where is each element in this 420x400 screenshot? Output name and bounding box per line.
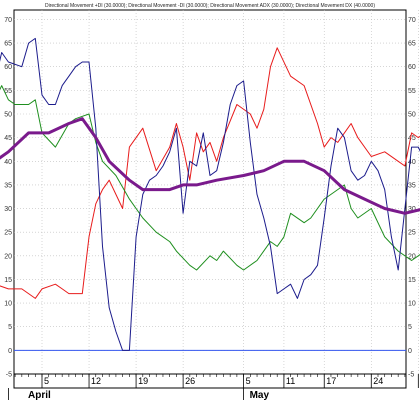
- y-tick-label-left: 15: [4, 277, 12, 284]
- y-tick-label-left: 0: [8, 348, 12, 355]
- y-tick-label-left: 40: [4, 159, 12, 166]
- y-axis-left: -5 0 5 10 15 20 25 30 35 40 45 50 55 60 65 70: [4, 17, 12, 379]
- x-tick-label: 19: [138, 376, 148, 386]
- y-tick-label-right: -5: [408, 372, 414, 379]
- adx-line: [0, 117, 420, 215]
- y-tick-label-right: 60: [408, 64, 416, 71]
- x-tick-label: 24: [373, 376, 383, 386]
- y-tick-label-right: 5: [408, 324, 412, 331]
- y-tick-label-right: 0: [408, 348, 412, 355]
- y-tick-label-right: 35: [408, 182, 416, 189]
- plot-area: [13, 9, 407, 375]
- y-tick-label-right: 40: [408, 159, 416, 166]
- y-tick-label-right: 25: [408, 230, 416, 237]
- y-tick-label-left: 25: [4, 230, 12, 237]
- y-tick-label-right: 70: [408, 17, 416, 24]
- series-lines: [0, 37, 420, 351]
- y-tick-label-right: 10: [408, 301, 416, 308]
- x-tick-label: 11: [286, 376, 295, 386]
- month-label: May: [250, 390, 270, 400]
- y-tick-label-right: 45: [408, 135, 416, 142]
- y-tick-label-left: 65: [4, 41, 12, 48]
- y-tick-label-left: 5: [8, 324, 12, 331]
- y-tick-label-left: 35: [4, 182, 12, 189]
- y-tick-label-left: 10: [4, 301, 12, 308]
- plus-di-line: [0, 47, 420, 299]
- x-tick-label: 5: [246, 376, 251, 386]
- x-tick-label: 5: [44, 376, 49, 386]
- dx-line: [0, 37, 420, 351]
- y-tick-label-right: 20: [408, 253, 416, 260]
- y-tick-label-left: 45: [4, 135, 12, 142]
- y-tick-label-right: 30: [408, 206, 416, 213]
- y-tick-label-right: 50: [408, 112, 416, 119]
- y-tick-label-right: 15: [408, 277, 416, 284]
- x-axis: 512192651117243171521AprilMayJune: [7, 374, 419, 400]
- y-tick-label-left: 60: [4, 64, 12, 71]
- y-tick-label-left: 70: [4, 17, 12, 24]
- x-tick-label: 17: [326, 376, 336, 386]
- y-tick-label-left: 20: [4, 253, 12, 260]
- y-tick-label-right: 65: [408, 41, 416, 48]
- y-tick-label-left: 55: [4, 88, 12, 95]
- y-tick-label-left: 50: [4, 112, 12, 119]
- y-tick-label-left: 30: [4, 206, 12, 213]
- chart-title: Directional Movement +DI (30.0000); Dire…: [45, 3, 375, 9]
- x-tick-label: 12: [91, 376, 101, 386]
- x-tick-label: 26: [185, 376, 195, 386]
- y-tick-label-left: -5: [6, 372, 12, 379]
- y-axis-right: -5 0 5 10 15 20 25 30 35 40 45 50 55 60 65 70: [408, 17, 416, 379]
- month-label: April: [28, 390, 51, 400]
- y-tick-label-right: 55: [408, 88, 416, 95]
